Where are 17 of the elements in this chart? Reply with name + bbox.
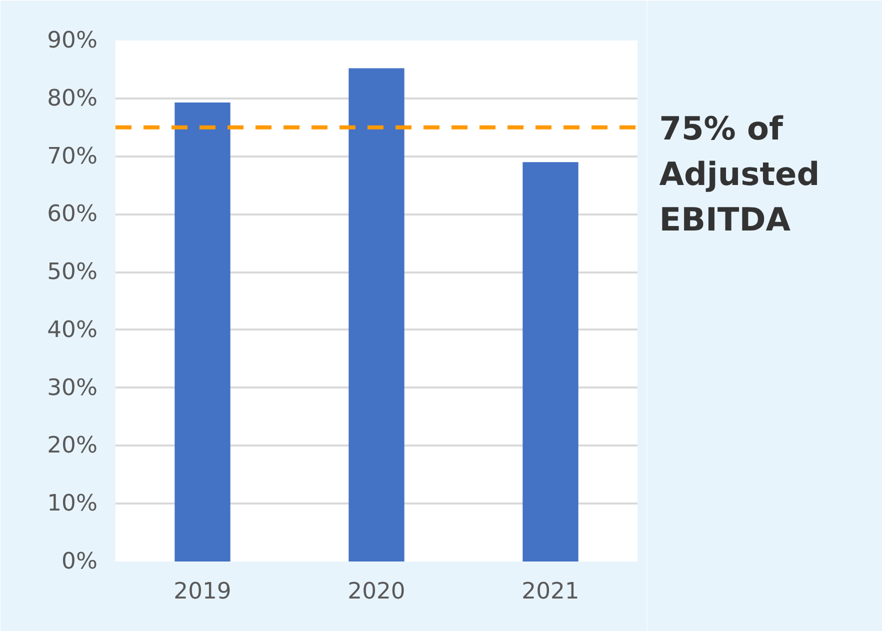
ref-line-label: 75% of Adjusted EBITDA (659, 109, 820, 239)
x-tick-label: 2020 (348, 578, 406, 604)
bar (174, 102, 230, 562)
x-tick-label: 2019 (174, 578, 232, 604)
bar (348, 68, 404, 562)
y-tick-label: 40% (47, 316, 98, 343)
y-tick-label: 90% (47, 28, 98, 54)
y-tick-label: 0% (62, 548, 98, 574)
x-tick-label: 2021 (522, 578, 580, 604)
y-tick-label: 80% (47, 85, 98, 112)
y-tick-label: 60% (47, 201, 98, 228)
y-tick-label: 50% (47, 259, 98, 286)
bar (522, 162, 578, 562)
y-tick-label: 70% (47, 143, 98, 170)
y-tick-label: 20% (47, 432, 98, 459)
y-tick-label: 10% (47, 490, 98, 517)
y-tick-label: 30% (47, 374, 98, 401)
